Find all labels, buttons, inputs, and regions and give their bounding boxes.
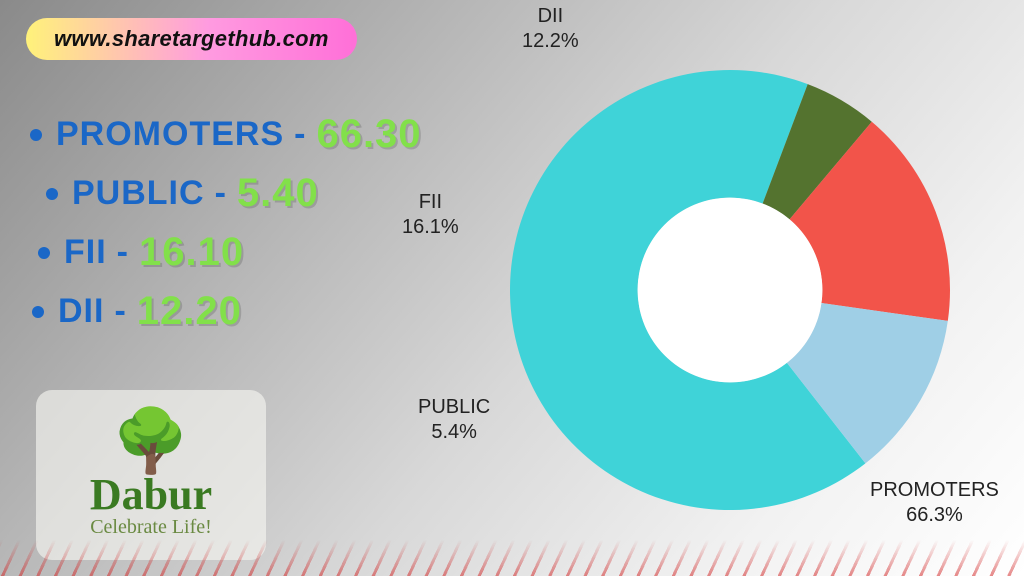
chart-label-promoters: PROMOTERS66.3% [870, 478, 999, 528]
bullet-icon [46, 188, 58, 200]
legend-label: PROMOTERS [56, 115, 284, 154]
bullet-icon [38, 247, 50, 259]
legend-label: DII [58, 292, 104, 331]
legend-row: FII - 16.10 [30, 230, 462, 275]
legend-value: 16.10 [139, 230, 244, 275]
legend-row: PUBLIC - 5.40 [38, 171, 462, 216]
chart-label-name: FII [402, 190, 459, 215]
bullet-icon [30, 129, 42, 141]
legend-label: PUBLIC [72, 174, 205, 213]
chart-label-fii: FII16.1% [402, 190, 459, 240]
chart-label-public: PUBLIC5.4% [418, 395, 490, 445]
legend-dash: - [215, 174, 227, 213]
hatch-decoration [0, 540, 1024, 576]
chart-label-name: DII [522, 4, 579, 29]
chart-label-pct: 5.4% [418, 420, 490, 445]
legend-label: FII [64, 233, 107, 272]
chart-label-dii: DII12.2% [522, 4, 579, 54]
chart-label-name: PUBLIC [418, 395, 490, 420]
donut-hole [638, 198, 823, 383]
legend-dash: - [294, 115, 306, 154]
brand-tagline: Celebrate Life! [90, 516, 212, 539]
chart-label-pct: 66.3% [870, 503, 999, 528]
tree-icon: 🌳 [112, 411, 189, 473]
legend-dash: - [117, 233, 129, 272]
donut-chart [430, 30, 990, 550]
bullet-icon [32, 306, 44, 318]
legend-list: PROMOTERS - 66.30 PUBLIC - 5.40 FII - 16… [22, 98, 462, 348]
legend-row: PROMOTERS - 66.30 [22, 112, 462, 157]
chart-label-pct: 16.1% [402, 215, 459, 240]
brand-logo-box: 🌳 Dabur Celebrate Life! [36, 390, 266, 560]
chart-label-pct: 12.2% [522, 29, 579, 54]
chart-label-name: PROMOTERS [870, 478, 999, 503]
legend-row: DII - 12.20 [24, 289, 462, 334]
legend-value: 12.20 [137, 289, 242, 334]
brand-name: Dabur [90, 469, 212, 520]
legend-value: 5.40 [237, 171, 319, 216]
site-url-badge: www.sharetargethub.com [26, 18, 357, 60]
legend-value: 66.30 [316, 112, 421, 157]
legend-dash: - [114, 292, 126, 331]
